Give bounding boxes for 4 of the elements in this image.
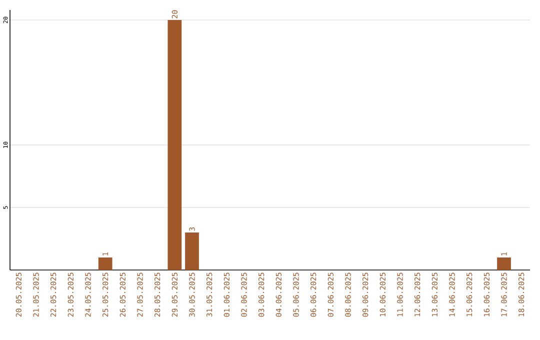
bar [185, 232, 199, 270]
bar [497, 258, 511, 270]
bar [98, 258, 112, 270]
bar [168, 20, 182, 270]
